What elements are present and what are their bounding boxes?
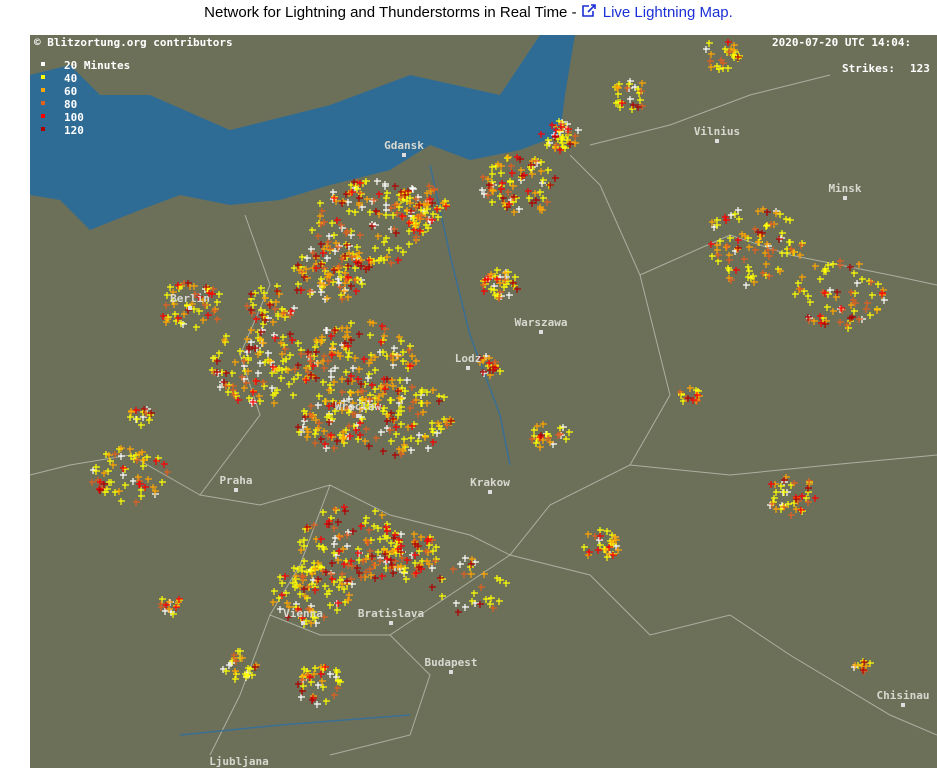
legend-swatch	[41, 75, 45, 79]
legend-label: 20 Minutes	[64, 59, 130, 72]
city-dot	[449, 670, 453, 674]
legend-swatch	[41, 114, 45, 118]
city-label: Wroclaw	[335, 400, 382, 413]
legend-label: 60	[64, 85, 77, 98]
strikes-count: 123	[910, 62, 930, 75]
city-label: Gdansk	[384, 139, 424, 152]
city-label: Lodz	[455, 352, 482, 365]
legend-swatch	[41, 62, 45, 66]
city-label: Warszawa	[515, 316, 568, 329]
city-label: Ljubljana	[209, 755, 269, 768]
city-label: Chisinau	[877, 689, 930, 702]
city-dot	[188, 306, 192, 310]
legend-label: 120	[64, 124, 84, 137]
legend-swatch	[41, 127, 45, 131]
rivers	[179, 164, 511, 736]
city-label: Praha	[219, 474, 252, 487]
external-link-icon	[581, 4, 596, 17]
city-label: Krakow	[470, 476, 510, 489]
timestamp: 2020-07-20 UTC 14:04:	[772, 36, 911, 49]
legend-label: 40	[64, 72, 77, 85]
city-label: Vilnius	[694, 125, 740, 138]
live-map-link[interactable]: Live Lightning Map.	[602, 4, 733, 21]
city-dot	[234, 488, 238, 492]
map: Gdansk Vilnius Minsk Berlin Warszawa Lodz Wroc…	[29, 35, 937, 773]
legend-swatch	[41, 101, 45, 105]
legend-label: 100	[64, 111, 84, 124]
city-dot	[715, 139, 719, 143]
city-dot	[539, 330, 543, 334]
land-north	[150, 35, 430, 130]
city-label: Bratislava	[358, 607, 424, 620]
legend-swatch	[41, 88, 45, 92]
legend-label: 80	[64, 98, 77, 111]
strikes-label: Strikes:	[842, 62, 895, 75]
header: Network for Lightning and Thunderstorms …	[0, 0, 937, 28]
city-dot	[402, 153, 406, 157]
city-dot	[356, 414, 360, 418]
city-dot	[488, 490, 492, 494]
city-dot	[901, 703, 905, 707]
city-dot	[301, 621, 305, 625]
city-dot	[389, 621, 393, 625]
map-canvas: Gdansk Vilnius Minsk Berlin Warszawa Lodz Wroc…	[29, 35, 937, 773]
city-dot	[466, 366, 470, 370]
strike-marks	[97, 54, 868, 704]
city-label: Minsk	[828, 182, 861, 195]
attribution: © Blitzortung.org contributors	[34, 36, 233, 49]
city-label: Budapest	[425, 656, 478, 669]
header-text: Network for Lightning and Thunderstorms …	[204, 4, 581, 21]
city-label: Berlin	[170, 292, 210, 305]
sea	[30, 35, 575, 230]
city-dot	[843, 196, 847, 200]
strike-marks	[93, 40, 882, 705]
city-label: Vienna	[283, 607, 323, 620]
